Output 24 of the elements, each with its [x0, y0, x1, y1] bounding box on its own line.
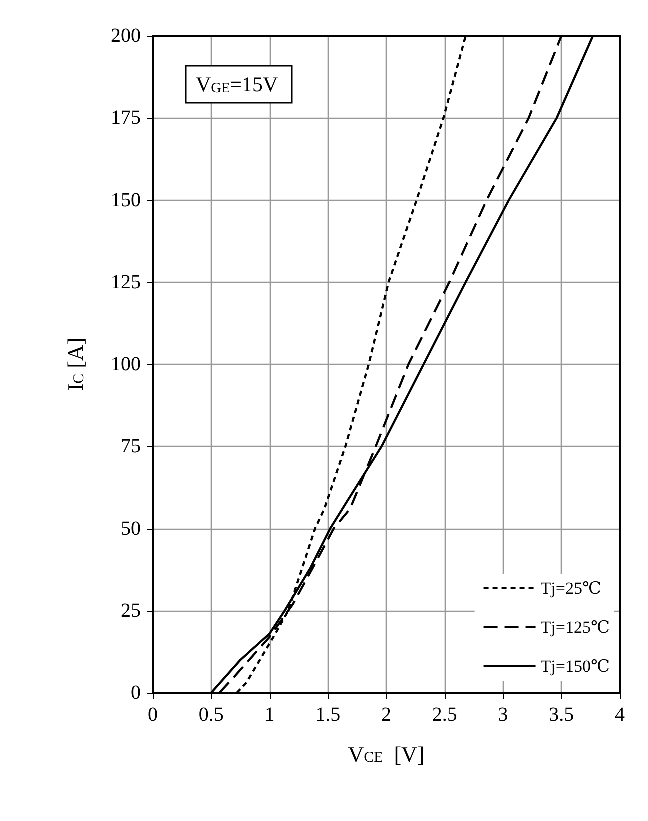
y-tick-label: 175	[111, 107, 141, 130]
x-tick-label: 3.5	[549, 704, 574, 726]
x-axis-title: VCE [V]	[348, 742, 425, 767]
y-tick-label: 25	[121, 600, 141, 622]
x-tick-label: 2.5	[432, 704, 458, 726]
x-tick-label: 3	[498, 704, 508, 726]
legend-label: Tj=25℃	[540, 579, 602, 598]
y-tick-label: 75	[121, 436, 141, 458]
x-tick-label: 0.5	[198, 704, 224, 726]
x-tick-label: 2	[382, 704, 392, 726]
y-tick-label: 150	[111, 189, 141, 212]
y-tick-label: 200	[111, 25, 141, 47]
x-tick-label: 4	[615, 704, 625, 726]
y-tick-label: 0	[131, 682, 141, 704]
legend-label: Tj=150℃	[540, 657, 610, 676]
x-tick-label: 1	[264, 704, 275, 726]
y-tick-label: 100	[111, 354, 141, 376]
y-tick-label: 125	[111, 271, 141, 294]
legend-label: Tj=125℃	[540, 618, 610, 637]
y-axis-title: IC [A]	[63, 338, 88, 392]
y-tick-label: 50	[121, 518, 141, 540]
x-tick-label: 1.5	[316, 704, 341, 726]
x-tick-label: 0	[148, 704, 158, 726]
annotation: VGE=15V	[196, 72, 278, 97]
